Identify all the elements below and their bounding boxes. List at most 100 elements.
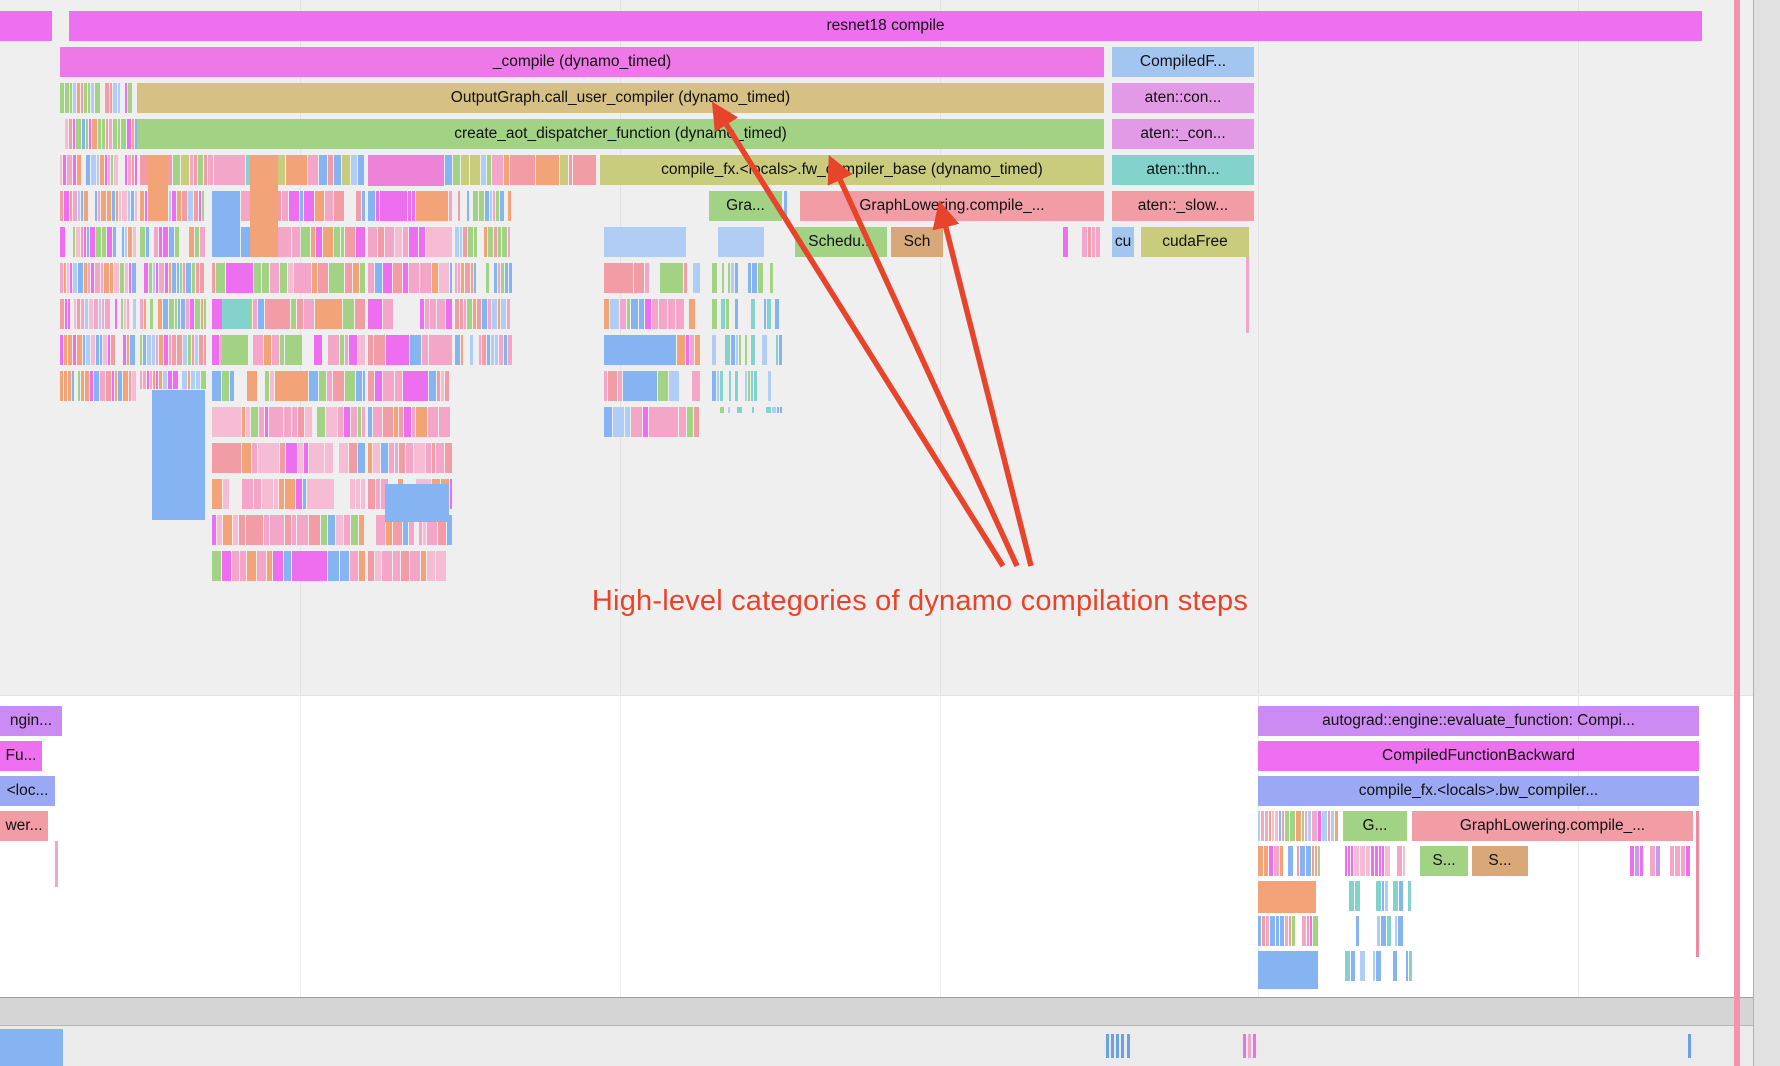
flame-event-block[interactable]: [152, 390, 205, 520]
micro-event[interactable]: [422, 335, 428, 365]
micro-event[interactable]: [499, 335, 503, 365]
micro-event[interactable]: [73, 263, 77, 293]
micro-event[interactable]: [182, 371, 187, 389]
micro-event[interactable]: [81, 83, 83, 113]
micro-event[interactable]: [393, 551, 400, 581]
micro-event[interactable]: [751, 371, 753, 401]
micro-event[interactable]: [1356, 916, 1359, 946]
micro-event[interactable]: [1670, 846, 1674, 876]
micro-event[interactable]: [177, 263, 179, 293]
micro-event[interactable]: [1312, 846, 1314, 876]
micro-event[interactable]: [679, 407, 686, 437]
micro-event[interactable]: [374, 335, 385, 365]
micro-event[interactable]: [482, 299, 487, 329]
micro-event[interactable]: [297, 299, 303, 329]
micro-event[interactable]: [368, 371, 374, 401]
flame-event[interactable]: ngin...: [0, 706, 62, 736]
micro-event[interactable]: [1288, 846, 1293, 876]
micro-event[interactable]: [461, 263, 464, 293]
micro-event[interactable]: [361, 479, 365, 509]
micro-event[interactable]: [154, 227, 158, 257]
micro-event[interactable]: [105, 155, 107, 185]
micro-event[interactable]: [334, 227, 340, 257]
micro-event[interactable]: [296, 479, 302, 509]
flame-event-block[interactable]: [1063, 227, 1068, 257]
micro-event[interactable]: [360, 263, 365, 293]
flame-event[interactable]: CompiledF...: [1112, 47, 1254, 77]
micro-event[interactable]: [150, 371, 152, 389]
flame-event-block[interactable]: [1696, 811, 1699, 957]
micro-event[interactable]: [113, 83, 117, 113]
micro-event[interactable]: [729, 371, 731, 401]
micro-event[interactable]: [118, 119, 120, 149]
micro-event[interactable]: [728, 407, 730, 413]
micro-event[interactable]: [317, 407, 325, 437]
micro-event[interactable]: [474, 227, 477, 257]
micro-event[interactable]: [77, 335, 82, 365]
flame-event-block[interactable]: [1258, 951, 1318, 989]
micro-event[interactable]: [1292, 916, 1295, 946]
micro-event[interactable]: [482, 335, 486, 365]
micro-event[interactable]: [1265, 811, 1268, 841]
micro-event[interactable]: [409, 227, 418, 257]
micro-event[interactable]: [772, 407, 776, 413]
micro-event[interactable]: [498, 263, 500, 293]
micro-event[interactable]: [246, 407, 250, 437]
micro-event[interactable]: [383, 299, 393, 329]
micro-event[interactable]: [467, 299, 472, 329]
flame-event-block[interactable]: [250, 155, 278, 257]
flame-event[interactable]: G...: [1343, 811, 1407, 841]
micro-event[interactable]: [376, 479, 380, 509]
flame-event-block[interactable]: [718, 227, 764, 257]
micro-event[interactable]: [186, 299, 189, 329]
micro-event[interactable]: [77, 299, 80, 329]
micro-event[interactable]: [152, 335, 155, 365]
micro-event[interactable]: [409, 263, 419, 293]
micro-event[interactable]: [393, 515, 402, 545]
micro-event[interactable]: [510, 155, 535, 185]
micro-event[interactable]: [65, 299, 67, 329]
micro-event[interactable]: [72, 371, 74, 401]
micro-event[interactable]: [1262, 916, 1265, 946]
micro-event[interactable]: [68, 299, 70, 329]
micro-event[interactable]: [128, 83, 132, 113]
micro-event[interactable]: [265, 407, 268, 437]
flame-event[interactable]: compile_fx.<locals>.fw_compiler_base (dy…: [600, 155, 1104, 185]
micro-event[interactable]: [124, 299, 126, 329]
micro-event[interactable]: [748, 371, 750, 401]
micro-event[interactable]: [1409, 951, 1412, 981]
micro-event[interactable]: [169, 335, 171, 365]
micro-event[interactable]: [110, 83, 112, 113]
micro-event[interactable]: [192, 335, 194, 365]
micro-event[interactable]: [87, 227, 89, 257]
micro-event[interactable]: [610, 299, 619, 329]
micro-event[interactable]: [65, 83, 69, 113]
micro-event[interactable]: [285, 479, 295, 509]
micro-event[interactable]: [770, 263, 773, 293]
micro-event[interactable]: [353, 263, 359, 293]
micro-event[interactable]: [181, 155, 189, 185]
micro-event[interactable]: [95, 263, 100, 293]
micro-event[interactable]: [471, 263, 473, 293]
micro-event[interactable]: [368, 335, 373, 365]
micro-event[interactable]: [432, 443, 435, 473]
micro-event[interactable]: [292, 227, 300, 257]
micro-event[interactable]: [1269, 811, 1271, 841]
micro-event[interactable]: [368, 227, 377, 257]
flame-event[interactable]: autograd::engine::evaluate_function: Com…: [1258, 706, 1699, 736]
micro-event[interactable]: [1371, 846, 1374, 876]
micro-event[interactable]: [125, 155, 127, 185]
micro-event[interactable]: [208, 155, 213, 185]
micro-event[interactable]: [412, 407, 415, 437]
micro-event[interactable]: [280, 443, 285, 473]
micro-event[interactable]: [712, 263, 717, 293]
micro-event[interactable]: [258, 299, 264, 329]
micro-event[interactable]: [1399, 881, 1403, 911]
micro-event[interactable]: [286, 155, 307, 185]
micro-event[interactable]: [467, 191, 469, 221]
micro-event[interactable]: [264, 335, 271, 365]
micro-event[interactable]: [754, 371, 757, 401]
micro-event[interactable]: [687, 407, 693, 437]
micro-event[interactable]: [333, 371, 344, 401]
micro-event[interactable]: [634, 263, 644, 293]
